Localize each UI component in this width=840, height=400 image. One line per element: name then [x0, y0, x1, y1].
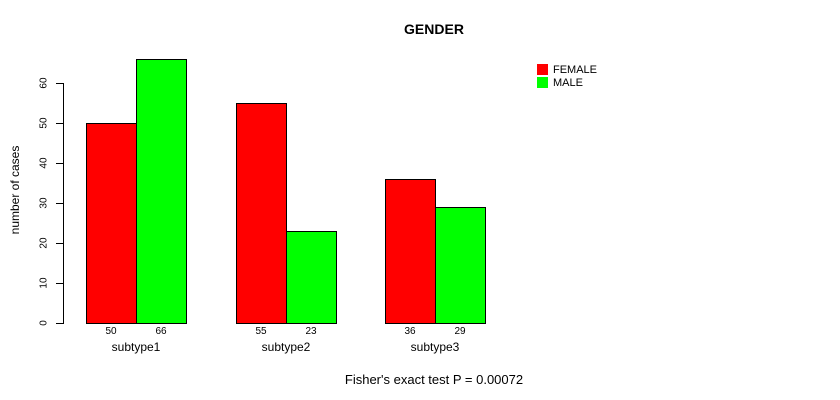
y-axis-line — [63, 83, 64, 324]
y-tick-label: 40 — [38, 157, 50, 169]
bar-female-subtype2 — [236, 103, 287, 324]
legend-item-male: MALE — [537, 76, 597, 89]
y-tick-label: 50 — [38, 117, 50, 129]
y-tick-label: 60 — [38, 77, 50, 89]
bar-value-label: 55 — [255, 326, 267, 337]
y-tick-label: 30 — [38, 197, 50, 209]
x-category-label: subtype2 — [261, 340, 311, 354]
bar-female-subtype3 — [385, 179, 436, 324]
bar-value-label: 36 — [404, 326, 416, 337]
legend-swatch-icon — [537, 64, 548, 75]
legend: FEMALE MALE — [537, 63, 597, 89]
bar-female-subtype1 — [86, 123, 137, 324]
bar-value-label: 23 — [305, 326, 317, 337]
bar-value-label: 66 — [155, 326, 167, 337]
y-tick-label: 20 — [38, 237, 50, 249]
bar-male-subtype1 — [136, 59, 187, 324]
legend-label: FEMALE — [553, 63, 598, 76]
chart-title: GENDER — [404, 21, 464, 37]
legend-item-female: FEMALE — [537, 63, 597, 76]
y-tick-label: 0 — [38, 320, 50, 326]
y-tick-mark — [56, 283, 63, 284]
y-tick-mark — [56, 203, 63, 204]
y-tick-mark — [56, 243, 63, 244]
y-tick-mark — [56, 83, 63, 84]
x-category-label: subtype1 — [111, 340, 161, 354]
y-tick-mark — [56, 163, 63, 164]
bar-male-subtype2 — [286, 231, 337, 324]
x-category-label: subtype3 — [410, 340, 460, 354]
y-tick-mark — [56, 123, 63, 124]
y-axis-title: number of cases — [8, 145, 22, 235]
y-tick-label: 10 — [38, 277, 50, 289]
legend-swatch-icon — [537, 77, 548, 88]
bar-value-label: 29 — [454, 326, 466, 337]
y-tick-mark — [56, 323, 63, 324]
legend-label: MALE — [553, 76, 583, 89]
bar-male-subtype3 — [435, 207, 486, 324]
bar-value-label: 50 — [105, 326, 117, 337]
fisher-test-annotation: Fisher's exact test P = 0.00072 — [344, 372, 524, 387]
